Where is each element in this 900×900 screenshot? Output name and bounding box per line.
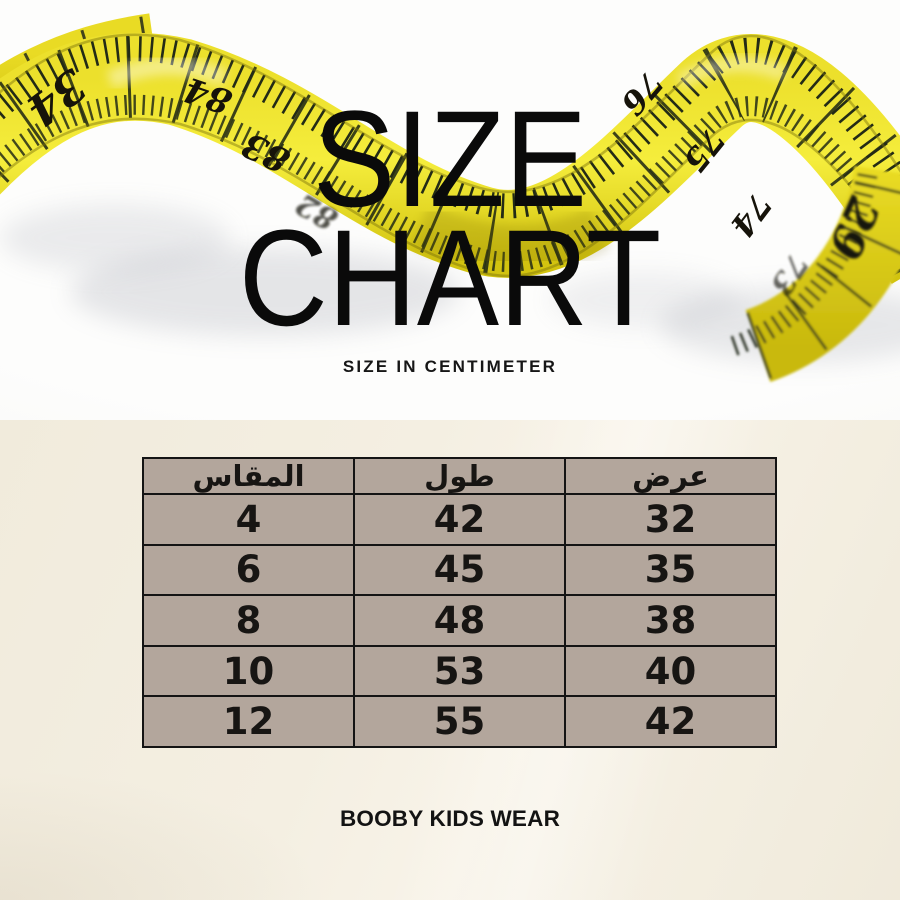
size-table-header: المقاس طول عرض — [142, 457, 777, 495]
table-cell: 42 — [353, 493, 566, 546]
page-title-line2: CHART — [238, 202, 662, 355]
table-cell: 6 — [142, 543, 355, 597]
col-header-length: طول — [353, 457, 566, 495]
table-cell: 12 — [142, 695, 355, 748]
table-cell: 55 — [353, 695, 566, 748]
table-header-row: المقاس طول عرض — [142, 457, 777, 495]
table-cell: 40 — [564, 644, 777, 698]
tape-main-ribbon — [0, 32, 900, 284]
page-subtitle: SIZE IN CENTIMETER — [342, 357, 558, 376]
col-header-size: المقاس — [142, 457, 355, 495]
size-table: المقاس طول عرض 4 42 32 6 45 35 8 — [142, 457, 777, 748]
tape-right-coil — [730, 165, 900, 382]
table-cell: 38 — [564, 594, 777, 647]
table-row: 6 45 35 — [142, 543, 777, 597]
table-cell: 35 — [564, 543, 777, 597]
table-cell: 4 — [142, 493, 355, 546]
photo-header-section: 34 84 83 82 76 75 74 73 29 SIZE CHART SI… — [0, 0, 900, 420]
table-cell: 48 — [353, 594, 566, 647]
table-row: 10 53 40 — [142, 644, 777, 698]
table-cell: 45 — [353, 543, 566, 597]
measuring-tape-illustration: 34 84 83 82 76 75 74 73 29 — [0, 13, 900, 382]
table-cell: 42 — [564, 695, 777, 748]
table-cell: 53 — [353, 644, 566, 698]
brand-footer: BOOBY KIDS WEAR — [339, 806, 561, 831]
size-table-body: 4 42 32 6 45 35 8 48 38 10 53 40 — [142, 493, 777, 748]
table-row: 4 42 32 — [142, 493, 777, 546]
table-cell: 10 — [142, 644, 355, 698]
table-row: 12 55 42 — [142, 695, 777, 748]
page-title: SIZE CHART — [45, 83, 855, 355]
table-cell: 8 — [142, 594, 355, 647]
table-row: 8 48 38 — [142, 594, 777, 647]
size-table-section: المقاس طول عرض 4 42 32 6 45 35 8 — [0, 420, 900, 900]
table-cell: 32 — [564, 493, 777, 546]
page-title-line1: SIZE — [312, 83, 588, 236]
col-header-width: عرض — [564, 457, 777, 495]
